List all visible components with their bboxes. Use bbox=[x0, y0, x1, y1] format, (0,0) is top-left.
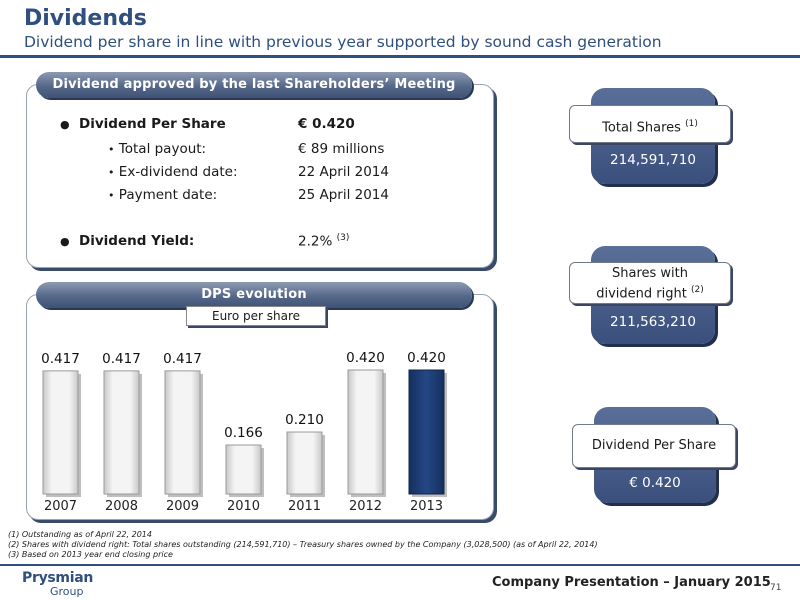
payment-date-label: Payment date: bbox=[118, 187, 218, 203]
shares-dividend-label-line2: dividend right (2) bbox=[570, 282, 730, 302]
tick-label-2011: 2011 bbox=[288, 499, 321, 514]
shares-dividend-label: dividend right bbox=[596, 286, 687, 302]
payment-date-row: • Payment date: bbox=[108, 187, 217, 203]
tick-label-2013: 2013 bbox=[410, 499, 443, 514]
dps-label: Dividend Per Share bbox=[79, 116, 226, 132]
dps-side-value: € 0.420 bbox=[629, 475, 681, 491]
payment-date-value: 25 April 2014 bbox=[298, 187, 389, 203]
prysmian-logo: Prysmian Group bbox=[22, 570, 94, 598]
dividend-panel-banner: Dividend approved by the last Shareholde… bbox=[36, 72, 472, 98]
shares-dividend-footnote-ref: (2) bbox=[690, 285, 704, 295]
data-label-2012: 0.420 bbox=[346, 350, 385, 366]
bar-2009 bbox=[164, 370, 201, 495]
ex-dividend-value: 22 April 2014 bbox=[298, 164, 389, 180]
logo-line1: Prysmian bbox=[22, 570, 94, 586]
total-shares-label: Total Shares bbox=[602, 120, 681, 136]
bullet-icon: ● bbox=[60, 235, 70, 248]
logo-line2: Group bbox=[50, 585, 84, 598]
footnote-1: (1) Outstanding as of April 22, 2014 bbox=[8, 530, 152, 539]
footer-divider bbox=[0, 564, 800, 566]
data-label-2013: 0.420 bbox=[407, 350, 446, 366]
footnotes: (1) Outstanding as of April 22, 2014 (2)… bbox=[8, 530, 598, 560]
shares-dividend-value: 211,563,210 bbox=[610, 314, 696, 330]
total-shares-footnote-ref: (1) bbox=[685, 119, 698, 129]
data-label-2010: 0.166 bbox=[224, 425, 263, 441]
bar-2010 bbox=[225, 444, 262, 495]
bullet-icon: • bbox=[108, 166, 115, 179]
dps-row: ● Dividend Per Share bbox=[60, 116, 226, 132]
tick-label-2012: 2012 bbox=[349, 499, 382, 514]
bar-2012 bbox=[347, 369, 384, 495]
total-payout-label: Total payout: bbox=[118, 141, 207, 157]
data-label-2011: 0.210 bbox=[285, 412, 324, 428]
bar-2008 bbox=[103, 370, 140, 495]
data-label-2008: 0.417 bbox=[102, 351, 141, 367]
page-title: Dividends bbox=[24, 6, 147, 31]
dividend-yield-value: 2.2% (3) bbox=[298, 233, 349, 250]
dps-panel-banner: DPS evolution bbox=[36, 282, 472, 308]
footnote-2: (2) Shares with dividend right: Total sh… bbox=[8, 540, 598, 549]
dividend-yield-footnote-ref: (3) bbox=[336, 233, 350, 243]
dps-side-label-box: Dividend Per Share bbox=[572, 424, 736, 468]
dividend-panel bbox=[26, 84, 494, 268]
bar-2013 bbox=[408, 369, 445, 495]
data-label-2009: 0.417 bbox=[163, 351, 202, 367]
bullet-icon: • bbox=[108, 189, 115, 202]
dps-bar-chart: 0.417 2007 0.417 2008 0.417 2009 0.166 2010 0.21… bbox=[41, 350, 447, 514]
total-payout-value: € 89 millions bbox=[298, 141, 385, 157]
bullet-icon: • bbox=[108, 143, 115, 156]
bullet-icon: ● bbox=[60, 118, 70, 131]
page-subtitle: Dividend per share in line with previous… bbox=[24, 33, 662, 51]
ex-dividend-row: • Ex-dividend date: bbox=[108, 164, 238, 180]
bar-2007 bbox=[42, 370, 79, 495]
dividend-yield-label: Dividend Yield: bbox=[79, 233, 195, 249]
footer-presentation-title: Company Presentation – January 2015 bbox=[492, 575, 771, 590]
dividend-yield-row: ● Dividend Yield: bbox=[60, 233, 194, 249]
shares-dividend-label-box: Shares with dividend right (2) bbox=[569, 262, 731, 304]
page-number: 71 bbox=[770, 583, 782, 593]
unit-label: Euro per share bbox=[186, 306, 326, 326]
total-payout-row: • Total payout: bbox=[108, 141, 206, 157]
title-divider bbox=[0, 55, 800, 58]
bar-2011 bbox=[286, 431, 323, 495]
tick-label-2007: 2007 bbox=[44, 499, 77, 514]
total-shares-value: 214,591,710 bbox=[610, 152, 696, 168]
dps-value: € 0.420 bbox=[298, 116, 355, 132]
dividend-yield-number: 2.2% bbox=[298, 233, 333, 250]
tick-label-2009: 2009 bbox=[166, 499, 199, 514]
ex-dividend-label: Ex-dividend date: bbox=[118, 164, 238, 180]
tick-label-2008: 2008 bbox=[105, 499, 138, 514]
tick-label-2010: 2010 bbox=[227, 499, 260, 514]
shares-dividend-label-line1: Shares with bbox=[611, 266, 688, 281]
dps-side-label: Dividend Per Share bbox=[591, 438, 717, 453]
total-shares-label-box: Total Shares (1) bbox=[569, 105, 731, 143]
data-label-2007: 0.417 bbox=[41, 351, 80, 367]
footnote-3: (3) Based on 2013 year end closing price bbox=[8, 550, 173, 559]
